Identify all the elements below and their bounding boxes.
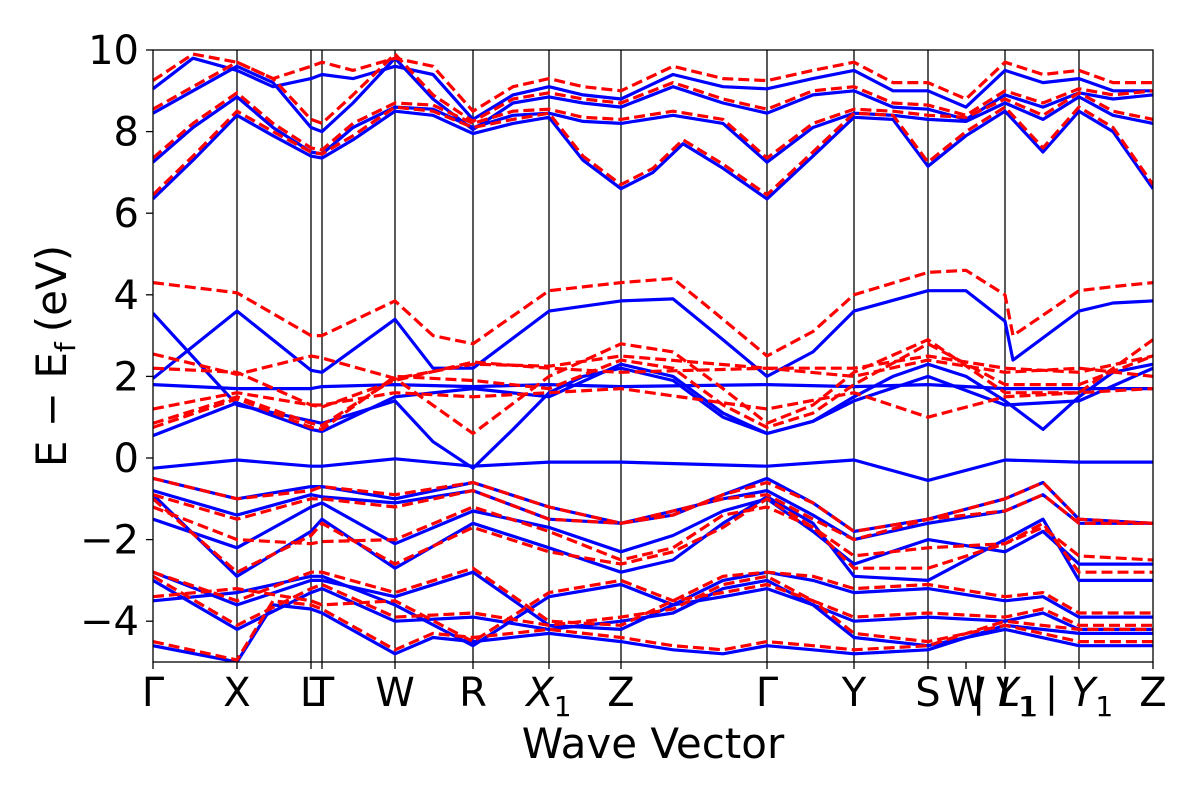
y-tick-label: 0 xyxy=(114,436,139,482)
band-line-dashed xyxy=(153,105,1153,197)
k-point-label: L xyxy=(300,670,323,716)
band-line-solid xyxy=(153,383,1153,391)
band-line-dashed xyxy=(153,52,1153,125)
k-point-label: X xyxy=(223,670,250,716)
y-tick-label: 4 xyxy=(114,273,139,319)
band-line-dashed xyxy=(153,497,1153,574)
plot-frame xyxy=(152,49,1154,663)
band-line-solid xyxy=(153,457,1153,482)
k-point-label-overlap: Y1 xyxy=(994,670,1036,723)
band-line-solid xyxy=(153,362,1153,438)
k-point-label: T xyxy=(309,670,335,716)
band-line-solid xyxy=(153,56,1153,134)
k-point-label: W xyxy=(946,670,986,716)
band-line-dashed xyxy=(153,599,1153,662)
y-tick-label: 6 xyxy=(114,191,139,237)
band-line-dashed xyxy=(153,352,1153,380)
k-point-label: S xyxy=(915,670,940,716)
band-line-solid xyxy=(153,289,1153,380)
band-line-solid xyxy=(153,95,1153,164)
k-point-label: Z xyxy=(1139,670,1166,716)
k-point-label: | Y1 xyxy=(1045,670,1113,723)
y-tick-label: −4 xyxy=(80,599,139,645)
y-axis: 10 8 6 4 2 0 −2 −4 xyxy=(80,28,153,645)
k-point-label: Z xyxy=(607,670,634,716)
band-line-solid xyxy=(153,570,1153,631)
band-line-solid xyxy=(153,312,1153,470)
k-point-label: Y xyxy=(841,670,867,716)
y-tick-label: 8 xyxy=(114,110,139,156)
band-line-solid xyxy=(153,574,1153,648)
band-line-dashed xyxy=(153,387,1153,419)
k-point-label: | L1 xyxy=(972,670,1038,723)
band-line-dashed xyxy=(153,91,1153,160)
k-point-label: X1 xyxy=(524,670,571,723)
y-tick-label: 2 xyxy=(114,354,139,400)
band-line-dashed xyxy=(153,489,1153,542)
band-line-solid xyxy=(153,109,1153,201)
band-line-dashed xyxy=(153,578,1153,644)
band-line-dashed xyxy=(153,566,1153,627)
band-line-solid xyxy=(153,493,1153,582)
x-axis-title: Wave Vector xyxy=(522,719,785,768)
k-point-label: W xyxy=(375,670,415,716)
y-tick-label: 10 xyxy=(88,28,139,74)
band-line-dashed xyxy=(153,476,1153,533)
band-line-solid xyxy=(153,56,1153,121)
k-point-label: R xyxy=(459,670,487,716)
band-line-dashed xyxy=(153,342,1153,431)
band-line-dashed xyxy=(153,268,1153,358)
band-line-dashed xyxy=(153,338,1153,436)
y-axis-title-sub: f xyxy=(49,341,82,352)
y-axis-title: E − Ef (eV) xyxy=(27,245,82,467)
band-line-solid xyxy=(153,603,1153,662)
y-axis-title-main: E − E xyxy=(27,352,76,467)
k-point-label: Γ xyxy=(142,670,165,716)
y-axis-title-unit: (eV) xyxy=(27,245,76,332)
y-tick-label: −2 xyxy=(80,518,139,564)
bands xyxy=(153,52,1153,662)
band-line-dashed xyxy=(153,52,1153,113)
k-point-label: Γ xyxy=(756,670,779,716)
band-line-solid xyxy=(153,497,1153,566)
